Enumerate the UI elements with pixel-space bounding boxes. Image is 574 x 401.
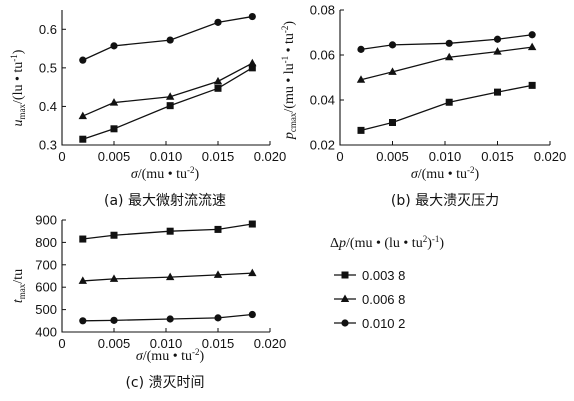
panel-c-ytick-label: 700 bbox=[35, 257, 57, 272]
panel-c-point-square bbox=[79, 235, 87, 243]
panel-a-xtick-label: 0.005 bbox=[98, 149, 131, 164]
panel-b-point-circle bbox=[528, 31, 536, 39]
panel-c-ytick-label: 500 bbox=[35, 302, 57, 317]
panel-c-xtick-label: 0.005 bbox=[98, 336, 131, 351]
panel-b-point-square bbox=[445, 98, 453, 106]
panel-a-point-circle bbox=[214, 18, 222, 26]
panel-a-xtick-label: 0.010 bbox=[150, 149, 183, 164]
panel-a-xtick-label: 0 bbox=[58, 149, 65, 164]
panel-b-point-square bbox=[528, 81, 536, 89]
panel-b-point-triangle bbox=[527, 42, 537, 51]
panel-c-point-triangle bbox=[213, 270, 223, 278]
legend-title: Δp/(mu • (lu • tu2)-1) bbox=[330, 234, 444, 251]
panel-a-point-square bbox=[166, 102, 174, 110]
panel-a-point-circle bbox=[79, 56, 87, 64]
panel-a-ylabel: umax/(lu • tu-1) bbox=[9, 49, 27, 126]
panel-c-ylabel: tmax/tu bbox=[11, 269, 27, 303]
panel-b-point-triangle bbox=[388, 67, 397, 75]
panel-c-point-square bbox=[248, 220, 256, 228]
legend-label-square: 0.003 8 bbox=[362, 268, 405, 283]
legend-marker-square bbox=[341, 271, 349, 279]
panel-a-point-triangle bbox=[213, 76, 223, 85]
panel-b-ytick-label: 0.08 bbox=[310, 3, 335, 18]
panel-a-point-circle bbox=[166, 36, 174, 44]
panel-c-point-triangle bbox=[248, 268, 257, 277]
panel-a-xtick-label: 0.020 bbox=[254, 149, 287, 164]
panel-c: 0 0.005 0.010 0.015 0.020400500600700800900 … bbox=[11, 213, 286, 392]
panel-b-point-square bbox=[389, 119, 396, 126]
panel-a-xtick-label: 0.015 bbox=[202, 149, 235, 164]
panel-a-point-square bbox=[214, 84, 222, 92]
panel-b-point-triangle bbox=[445, 52, 454, 61]
panel-a-point-circle bbox=[248, 12, 256, 21]
panel-b-xtick-label: 0.020 bbox=[534, 149, 567, 164]
panel-a-ytick-label: 0.3 bbox=[39, 138, 57, 153]
panel-c-ytick-label: 600 bbox=[35, 280, 57, 295]
panel-c-point-triangle bbox=[109, 274, 119, 282]
panel-c-ytick-label: 400 bbox=[35, 325, 57, 340]
panel-b-xlabel: σ/(mu • tu-2) bbox=[411, 165, 480, 182]
panel-b-ytick-label: 0.06 bbox=[310, 48, 335, 63]
panel-b-point-circle bbox=[357, 45, 365, 53]
panel-b-point-square bbox=[357, 126, 365, 134]
panel-c-point-square bbox=[166, 227, 174, 235]
panel-b-point-circle bbox=[388, 41, 397, 49]
panel-b-xtick-label: 0.010 bbox=[429, 149, 462, 164]
panel-a: 0 0.005 0.010 0.015 0.020 0.3 0.4 0.5 0.6 umax/(… bbox=[9, 10, 286, 209]
panel-c-point-circle bbox=[248, 310, 256, 319]
panel-c-xtick-label: 0.015 bbox=[202, 336, 235, 351]
panel-c-xtick-label: 0.020 bbox=[254, 336, 287, 351]
panel-b-series-line-0 bbox=[360, 84, 533, 132]
panel-c-caption: (c) 溃灭时间 bbox=[125, 375, 204, 391]
panel-b-ytick-label: 0.04 bbox=[310, 93, 335, 108]
panel-a-point-square bbox=[248, 64, 256, 72]
panel-a-ytick-label: 0.4 bbox=[39, 99, 57, 114]
panel-b-xtick-label: 0 bbox=[336, 149, 343, 164]
panel-a-point-triangle bbox=[165, 92, 175, 100]
panel-c-point-square bbox=[110, 231, 118, 239]
panel-a-ytick-label: 0.5 bbox=[39, 60, 57, 75]
panel-a-point-triangle bbox=[109, 98, 119, 106]
panel-a-point-square bbox=[79, 135, 87, 143]
panel-b-xtick-label: 0.005 bbox=[376, 149, 409, 164]
panel-c-xlabel: σ/(mu • tu-2) bbox=[136, 347, 205, 364]
panel-a-ytick-label: 0.6 bbox=[39, 22, 57, 37]
panel-b-ytick-label: 0.02 bbox=[310, 138, 335, 153]
panel-b: 0 0.005 0.010 0.015 0.020 0.02 0.04 0.06 0.08 pc… bbox=[280, 3, 566, 210]
panel-b-point-triangle bbox=[493, 47, 502, 55]
panel-c-point-triangle bbox=[165, 272, 175, 281]
panel-c-xtick-label: 0 bbox=[58, 336, 65, 351]
panel-c-point-triangle bbox=[78, 276, 87, 284]
panel-c-ytick-label: 900 bbox=[35, 213, 57, 228]
panel-b-point-circle bbox=[493, 35, 502, 43]
legend-label-circle: 0.010 2 bbox=[362, 316, 405, 331]
panel-a-axes bbox=[61, 10, 270, 146]
panel-c-ytick-label: 800 bbox=[35, 235, 57, 250]
panel-b-caption: (b) 最大溃灭压力 bbox=[391, 193, 499, 209]
panel-b-series-line-1 bbox=[360, 46, 533, 81]
legend-marker-triangle bbox=[340, 294, 350, 302]
panel-c-point-circle bbox=[79, 317, 87, 325]
panel-c-point-circle bbox=[214, 314, 222, 322]
panel-b-xtick-label: 0.015 bbox=[481, 149, 514, 164]
panel-b-point-triangle bbox=[356, 75, 366, 83]
panel-a-point-square bbox=[110, 125, 118, 133]
panel-b-point-square bbox=[494, 88, 501, 96]
panel-a-point-circle bbox=[110, 42, 118, 50]
panel-c-point-circle bbox=[166, 315, 174, 323]
panel-a-point-triangle bbox=[78, 111, 87, 120]
legend-label-triangle: 0.006 8 bbox=[362, 292, 405, 307]
panel-c-point-circle bbox=[110, 316, 118, 324]
legend: Δp/(mu • (lu • tu2)-1) 0.003 8 0.006 8 0.0… bbox=[330, 234, 444, 331]
panel-c-point-square bbox=[214, 225, 222, 233]
panel-c-xtick-label: 0.010 bbox=[150, 336, 183, 351]
panel-b-point-circle bbox=[445, 39, 453, 47]
panel-a-xlabel: σ/(mu • tu-2) bbox=[131, 165, 200, 182]
panel-a-caption: (a) 最大微射流流速 bbox=[104, 193, 226, 209]
legend-marker-circle bbox=[341, 319, 349, 327]
panel-a-point-triangle bbox=[248, 58, 257, 67]
panel-b-ylabel: pcmax/(mu • lu-1 • tu-2) bbox=[280, 21, 298, 141]
